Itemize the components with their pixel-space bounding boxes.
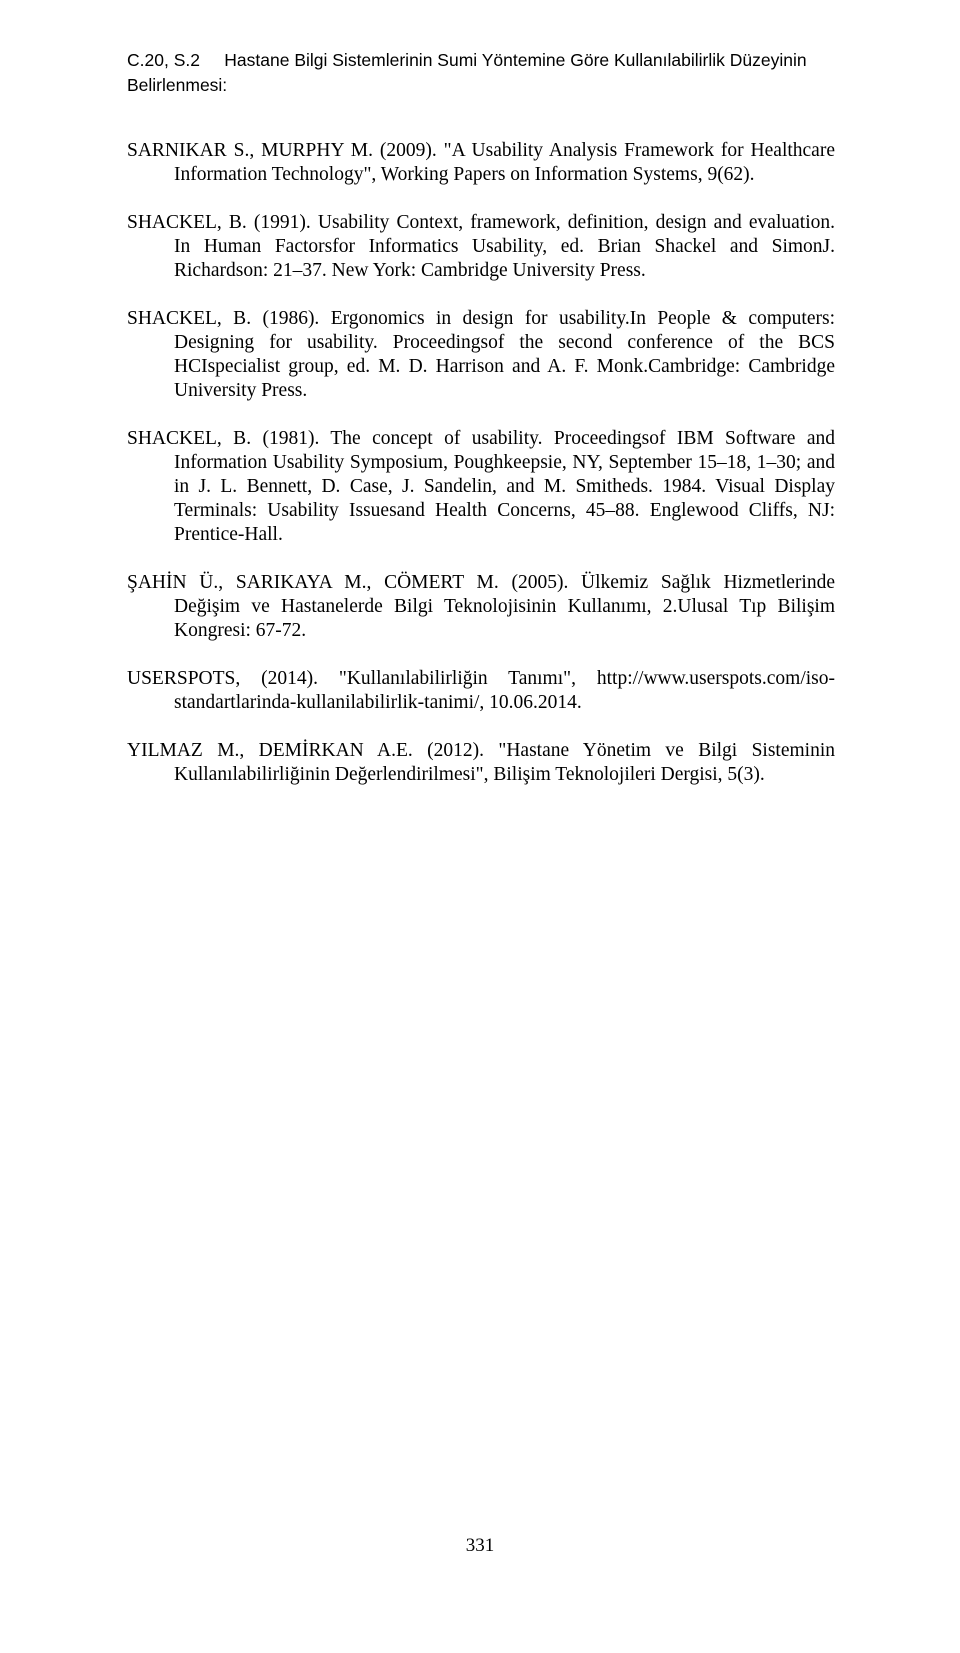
reference-entry: YILMAZ M., DEMİRKAN A.E. (2012). "Hastan…	[127, 739, 835, 787]
header-text: C.20, S.2 Hastane Bilgi Sistemlerinin Su…	[127, 48, 835, 97]
references-list: SARNIKAR S., MURPHY M. (2009). "A Usabil…	[127, 139, 835, 787]
reference-entry: ŞAHİN Ü., SARIKAYA M., CÖMERT M. (2005).…	[127, 571, 835, 643]
page-number: 331	[0, 1535, 960, 1557]
reference-entry: SHACKEL, B. (1986). Ergonomics in design…	[127, 307, 835, 403]
reference-entry: USERSPOTS, (2014). "Kullanılabilirliğin …	[127, 667, 835, 715]
reference-entry: SHACKEL, B. (1981). The concept of usabi…	[127, 427, 835, 547]
page-header: C.20, S.2 Hastane Bilgi Sistemlerinin Su…	[127, 48, 835, 97]
reference-entry: SHACKEL, B. (1991). Usability Context, f…	[127, 211, 835, 283]
header-title: Hastane Bilgi Sistemlerinin Sumi Yöntemi…	[127, 50, 807, 95]
reference-entry: SARNIKAR S., MURPHY M. (2009). "A Usabil…	[127, 139, 835, 187]
issue-number: C.20, S.2	[127, 50, 200, 70]
